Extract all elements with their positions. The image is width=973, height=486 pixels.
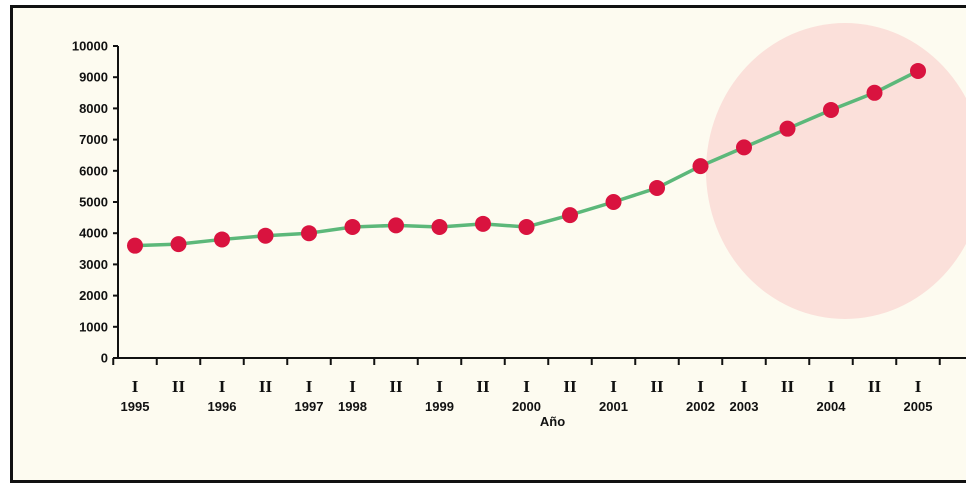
- x-period-mark: II: [868, 377, 882, 396]
- axes: 0 1000 2000 3000 4000 5000 6000 7000 8000 9000 100…: [72, 39, 966, 414]
- x-year-label: 2003: [730, 399, 759, 414]
- data-point: [170, 236, 187, 253]
- y-tick-label: 3000: [79, 257, 108, 272]
- data-point: [779, 120, 796, 137]
- x-period-mark: I: [610, 377, 617, 396]
- data-point: [344, 218, 361, 235]
- x-year-label: 1998: [338, 399, 367, 414]
- data-point: [257, 227, 274, 244]
- line-chart: 0 1000 2000 3000 4000 5000 6000 7000 8000 9000 100…: [72, 23, 966, 429]
- x-period-mark: I: [697, 377, 704, 396]
- x-period-mark: II: [389, 377, 403, 396]
- y-tick-label: 7000: [79, 132, 108, 147]
- data-point: [475, 215, 491, 232]
- x-period-mark: II: [476, 377, 490, 396]
- y-tick-label: 9000: [79, 70, 108, 85]
- data-point: [518, 218, 535, 235]
- x-year-label: 2004: [817, 399, 847, 414]
- x-period-mark: I: [828, 377, 835, 396]
- x-period-mark: I: [349, 377, 356, 396]
- series-layer: [127, 62, 926, 254]
- y-tick-label: 0: [101, 351, 108, 366]
- highlight-layer: [706, 23, 966, 319]
- data-point: [649, 179, 665, 196]
- x-year-label: 2000: [512, 399, 541, 414]
- data-point: [431, 218, 448, 235]
- y-tick-label: 6000: [79, 163, 108, 178]
- x-axis-title: Año: [540, 414, 565, 429]
- x-period-mark: II: [172, 377, 186, 396]
- x-year-label: 1997: [295, 399, 324, 414]
- y-tick-label: 1000: [79, 319, 108, 334]
- x-period-mark: II: [650, 377, 664, 396]
- data-point: [301, 225, 317, 242]
- y-tick-label: 10000: [72, 39, 108, 54]
- x-year-label: 1999: [425, 399, 454, 414]
- data-point: [692, 158, 709, 175]
- y-tick-label: 5000: [79, 195, 108, 210]
- x-period-mark: II: [781, 377, 795, 396]
- x-period-mark: I: [219, 377, 226, 396]
- data-point: [388, 217, 404, 234]
- x-year-label: 1996: [208, 399, 237, 414]
- x-year-label: 2002: [686, 399, 715, 414]
- x-period-mark: I: [741, 377, 748, 396]
- x-period-mark: II: [563, 377, 577, 396]
- y-tick-label: 2000: [79, 288, 108, 303]
- data-point: [910, 62, 926, 79]
- y-tick-label: 4000: [79, 226, 108, 241]
- x-year-label: 2005: [904, 399, 933, 414]
- highlight-ellipse: [706, 23, 966, 319]
- x-year-label: 2001: [599, 399, 628, 414]
- x-period-mark: I: [523, 377, 530, 396]
- data-point: [866, 84, 883, 101]
- x-period-mark: II: [259, 377, 273, 396]
- data-point: [823, 101, 839, 118]
- data-point: [127, 237, 143, 254]
- x-year-label: 1995: [121, 399, 150, 414]
- x-period-mark: I: [306, 377, 313, 396]
- data-point: [736, 139, 752, 156]
- x-period-mark: I: [915, 377, 922, 396]
- y-tick-label: 8000: [79, 101, 108, 116]
- data-point: [605, 194, 622, 210]
- x-period-mark: I: [436, 377, 443, 396]
- data-point: [214, 231, 230, 248]
- x-period-mark: I: [132, 377, 139, 396]
- data-point: [562, 207, 578, 224]
- chart-frame: 0 1000 2000 3000 4000 5000 6000 7000 8000 9000 100…: [10, 5, 966, 483]
